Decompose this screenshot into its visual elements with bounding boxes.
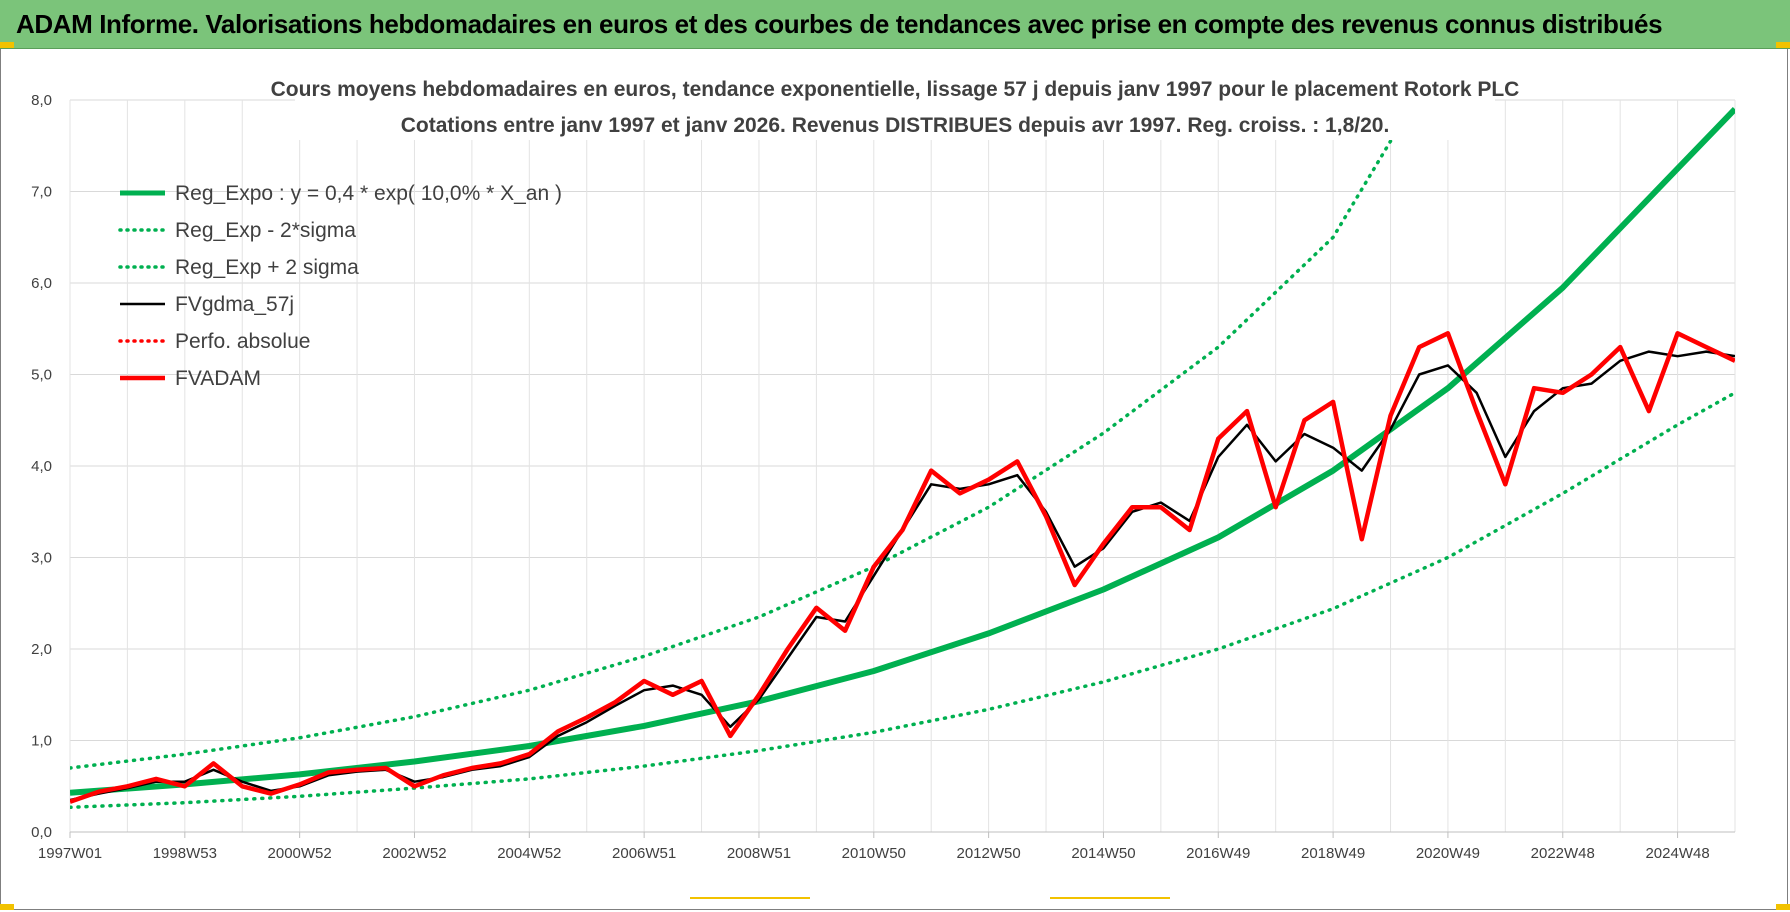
legend-label-3: FVgdma_57j — [175, 293, 294, 316]
report-banner: ADAM Informe. Valorisations hebdomadaire… — [0, 0, 1790, 49]
series-line-fvgdma_57j-3 — [70, 350, 1735, 802]
corner-mark — [0, 42, 14, 48]
x-tick-label: 1997W01 — [38, 845, 102, 862]
y-tick-label: 7,0 — [31, 184, 52, 201]
y-tick-label: 1,0 — [31, 733, 52, 750]
legend-label-4: Perfo. absolue — [175, 330, 310, 353]
y-tick-label: 6,0 — [31, 275, 52, 292]
x-tick-label: 2002W52 — [382, 845, 446, 862]
grid-lines — [69, 99, 1736, 833]
x-tick-label: 2014W50 — [1071, 845, 1135, 862]
x-tick-label: 2000W52 — [268, 845, 332, 862]
corner-mark — [0, 904, 14, 910]
series-line-reg_exp-1 — [70, 391, 1735, 810]
legend-label-1: Reg_Exp - 2*sigma — [175, 219, 356, 242]
title-background — [295, 74, 1495, 140]
x-tick-label: 2016W49 — [1186, 845, 1250, 862]
corner-mark — [1050, 897, 1170, 899]
corner-mark — [1776, 42, 1790, 48]
x-tick-label: 2012W50 — [957, 845, 1021, 862]
legend-label-0: Reg_Expo : y = 0,4 * exp( 10,0% * X_an ) — [175, 182, 562, 205]
y-tick-label: 4,0 — [31, 458, 52, 475]
x-tick-label: 2018W49 — [1301, 845, 1365, 862]
series-line-reg_exp-2 — [70, 139, 1393, 770]
chart-title: Cours moyens hebdomadaires en euros, ten… — [271, 78, 1520, 101]
x-tick-label: 2004W52 — [497, 845, 561, 862]
x-tick-label: 2010W50 — [842, 845, 906, 862]
x-tick-label: 2022W48 — [1531, 845, 1595, 862]
y-tick-label: 3,0 — [31, 550, 52, 567]
y-tick-label: 0,0 — [31, 824, 52, 841]
chart-subtitle: Cotations entre janv 1997 et janv 2026. … — [401, 114, 1390, 137]
report-title: ADAM Informe. Valorisations hebdomadaire… — [16, 9, 1663, 39]
series-layer — [70, 107, 1735, 810]
legend-label-2: Reg_Exp + 2 sigma — [175, 256, 359, 279]
series-line-fvadam-5 — [70, 331, 1735, 804]
x-tick-label: 2024W48 — [1645, 845, 1709, 862]
y-tick-label: 2,0 — [31, 641, 52, 658]
corner-mark — [1776, 904, 1790, 910]
legend: Reg_Expo : y = 0,4 * exp( 10,0% * X_an )… — [118, 182, 562, 390]
legend-label-5: FVADAM — [175, 367, 261, 390]
x-tick-label: 2008W51 — [727, 845, 791, 862]
x-tick-label: 2020W49 — [1416, 845, 1480, 862]
x-tick-label: 1998W53 — [153, 845, 217, 862]
axes: 0,0 1,0 2,0 3,0 4,0 5,0 6,0 7,0 8,0 1997W01 1998W5… — [31, 92, 1735, 862]
series-line-reg_expo-0 — [70, 107, 1735, 796]
y-tick-label: 8,0 — [31, 92, 52, 109]
x-tick-label: 2006W51 — [612, 845, 676, 862]
corner-mark — [690, 897, 810, 899]
y-tick-label: 5,0 — [31, 367, 52, 384]
